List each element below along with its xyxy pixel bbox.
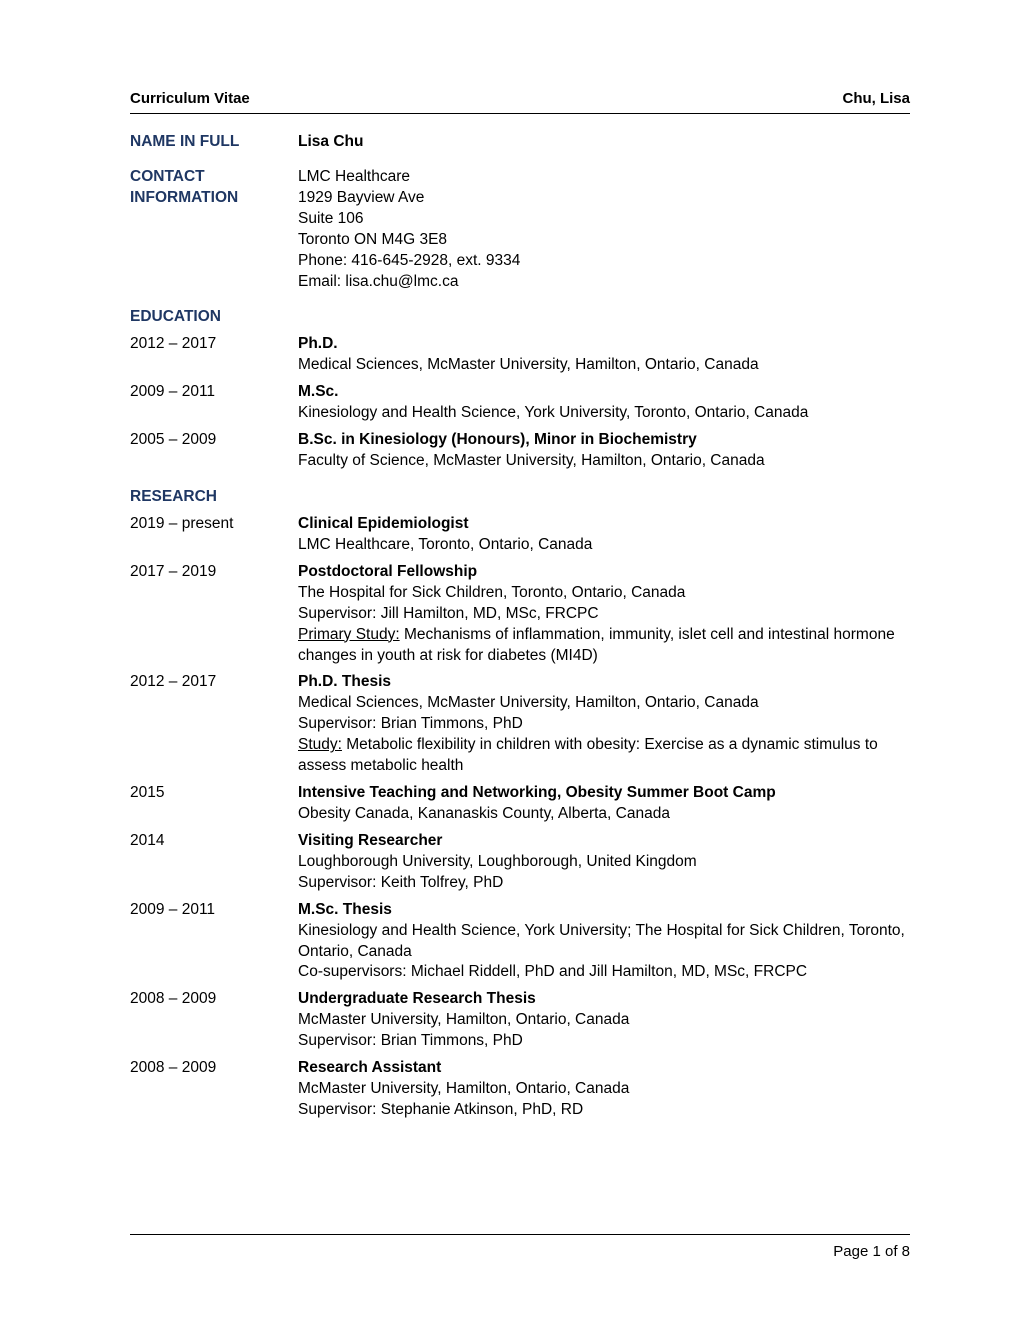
education-title: M.Sc. (298, 383, 338, 400)
research-line: Supervisor: Jill Hamilton, MD, MSc, FRCP… (298, 605, 599, 622)
research-dates: 2017 – 2019 (130, 562, 298, 667)
research-title: Visiting Researcher (298, 832, 442, 849)
research-item: 2012 – 2017 Ph.D. Thesis Medical Science… (130, 672, 910, 777)
research-item: 2009 – 2011 M.Sc. Thesis Kinesiology and… (130, 900, 910, 984)
research-title: Clinical Epidemiologist (298, 515, 469, 532)
education-heading: EDUCATION (130, 308, 910, 326)
research-title: M.Sc. Thesis (298, 901, 392, 918)
contact-line: Phone: 416-645-2928, ext. 9334 (298, 251, 910, 272)
header-left: Curriculum Vitae (130, 90, 250, 107)
research-item: 2008 – 2009 Research Assistant McMaster … (130, 1058, 910, 1121)
education-dates: 2009 – 2011 (130, 382, 298, 424)
research-study-text: Metabolic flexibility in children with o… (298, 736, 878, 774)
research-line: Supervisor: Brian Timmons, PhD (298, 1032, 523, 1049)
research-dates: 2012 – 2017 (130, 672, 298, 777)
research-item: 2014 Visiting Researcher Loughborough Un… (130, 831, 910, 894)
contact-line: Email: lisa.chu@lmc.ca (298, 272, 910, 293)
contact-label: CONTACT INFORMATION (130, 167, 298, 293)
header-row: Curriculum Vitae Chu, Lisa (130, 90, 910, 114)
research-dates: 2014 (130, 831, 298, 894)
research-line: Supervisor: Stephanie Atkinson, PhD, RD (298, 1101, 583, 1118)
research-line: LMC Healthcare, Toronto, Ontario, Canada (298, 536, 592, 553)
contact-line: Suite 106 (298, 209, 910, 230)
research-dates: 2019 – present (130, 514, 298, 556)
education-detail: Ph.D. Medical Sciences, McMaster Univers… (298, 334, 910, 376)
research-item: 2015 Intensive Teaching and Networking, … (130, 783, 910, 825)
name-value: Lisa Chu (298, 132, 910, 153)
education-text: Medical Sciences, McMaster University, H… (298, 356, 759, 373)
research-dates: 2008 – 2009 (130, 1058, 298, 1121)
research-line: McMaster University, Hamilton, Ontario, … (298, 1080, 629, 1097)
name-row: NAME IN FULL Lisa Chu (130, 132, 910, 153)
research-title: Postdoctoral Fellowship (298, 563, 477, 580)
education-item: 2012 – 2017 Ph.D. Medical Sciences, McMa… (130, 334, 910, 376)
research-line: McMaster University, Hamilton, Ontario, … (298, 1011, 629, 1028)
research-line: Medical Sciences, McMaster University, H… (298, 694, 759, 711)
contact-line: 1929 Bayview Ave (298, 188, 910, 209)
research-dates: 2008 – 2009 (130, 989, 298, 1052)
research-detail: Clinical Epidemiologist LMC Healthcare, … (298, 514, 910, 556)
education-title: B.Sc. in Kinesiology (Honours), Minor in… (298, 431, 697, 448)
contact-label-line1: CONTACT (130, 167, 298, 188)
research-detail: Intensive Teaching and Networking, Obesi… (298, 783, 910, 825)
education-item: 2005 – 2009 B.Sc. in Kinesiology (Honour… (130, 430, 910, 472)
research-detail: Visiting Researcher Loughborough Univers… (298, 831, 910, 894)
research-item: 2017 – 2019 Postdoctoral Fellowship The … (130, 562, 910, 667)
contact-line: Toronto ON M4G 3E8 (298, 230, 910, 251)
research-title: Ph.D. Thesis (298, 673, 391, 690)
header-right: Chu, Lisa (842, 90, 910, 107)
research-title: Undergraduate Research Thesis (298, 990, 536, 1007)
contact-label-line2: INFORMATION (130, 188, 298, 209)
contact-line: LMC Healthcare (298, 167, 910, 188)
research-detail: Undergraduate Research Thesis McMaster U… (298, 989, 910, 1052)
research-line: Kinesiology and Health Science, York Uni… (298, 922, 905, 960)
page: Curriculum Vitae Chu, Lisa NAME IN FULL … (0, 0, 1020, 1320)
contact-row: CONTACT INFORMATION LMC Healthcare 1929 … (130, 167, 910, 293)
research-dates: 2009 – 2011 (130, 900, 298, 984)
research-item: 2008 – 2009 Undergraduate Research Thesi… (130, 989, 910, 1052)
education-dates: 2005 – 2009 (130, 430, 298, 472)
research-line: Loughborough University, Loughborough, U… (298, 853, 697, 870)
footer: Page 1 of 8 (130, 1234, 910, 1260)
research-detail: Research Assistant McMaster University, … (298, 1058, 910, 1121)
page-number: Page 1 of 8 (833, 1243, 910, 1260)
education-dates: 2012 – 2017 (130, 334, 298, 376)
research-detail: Ph.D. Thesis Medical Sciences, McMaster … (298, 672, 910, 777)
education-text: Kinesiology and Health Science, York Uni… (298, 404, 808, 421)
research-detail: M.Sc. Thesis Kinesiology and Health Scie… (298, 900, 910, 984)
research-title: Research Assistant (298, 1059, 441, 1076)
research-title: Intensive Teaching and Networking, Obesi… (298, 784, 776, 801)
research-line: Obesity Canada, Kananaskis County, Alber… (298, 805, 670, 822)
education-detail: B.Sc. in Kinesiology (Honours), Minor in… (298, 430, 910, 472)
research-line: Supervisor: Keith Tolfrey, PhD (298, 874, 503, 891)
research-line: Supervisor: Brian Timmons, PhD (298, 715, 523, 732)
education-item: 2009 – 2011 M.Sc. Kinesiology and Health… (130, 382, 910, 424)
name-label: NAME IN FULL (130, 132, 298, 153)
research-line: The Hospital for Sick Children, Toronto,… (298, 584, 685, 601)
education-detail: M.Sc. Kinesiology and Health Science, Yo… (298, 382, 910, 424)
research-heading: RESEARCH (130, 488, 910, 506)
education-text: Faculty of Science, McMaster University,… (298, 452, 765, 469)
research-dates: 2015 (130, 783, 298, 825)
contact-info: LMC Healthcare 1929 Bayview Ave Suite 10… (298, 167, 910, 293)
research-study-label: Primary Study: (298, 626, 400, 643)
research-item: 2019 – present Clinical Epidemiologist L… (130, 514, 910, 556)
research-detail: Postdoctoral Fellowship The Hospital for… (298, 562, 910, 667)
research-line: Co-supervisors: Michael Riddell, PhD and… (298, 963, 807, 980)
education-title: Ph.D. (298, 335, 338, 352)
research-study-label: Study: (298, 736, 342, 753)
